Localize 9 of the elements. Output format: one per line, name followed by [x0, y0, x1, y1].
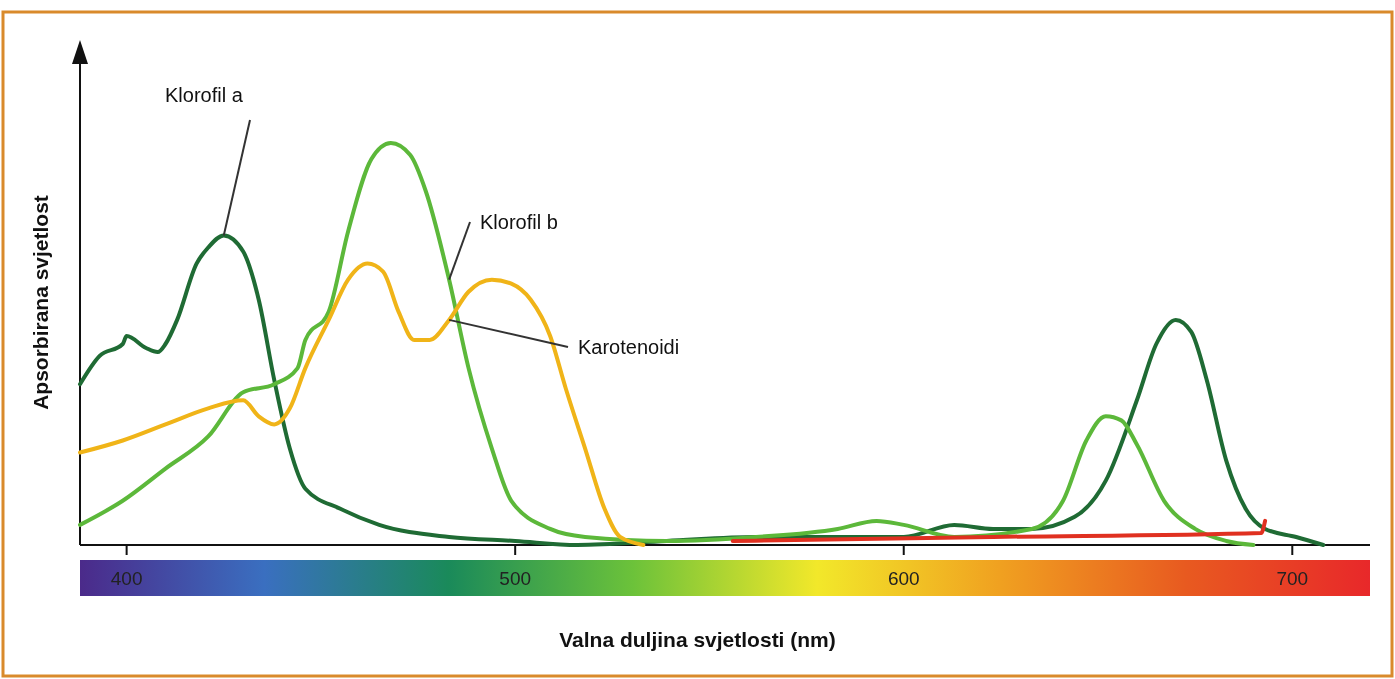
text: Klorofil a — [165, 84, 244, 106]
series-label: Karotenoidi — [578, 336, 680, 358]
x-tick-label: 400 — [110, 568, 143, 589]
text: Klorofil b — [480, 211, 558, 233]
y-axis-title: Apsorbirana svjetlost — [29, 195, 52, 410]
x-axis-title: Valna duljina svjetlosti (nm) — [559, 628, 836, 651]
x-tick-label: 500 — [499, 568, 532, 589]
x-tick-label: 700 — [1276, 568, 1309, 589]
x-tick-label: 600 — [887, 568, 920, 589]
